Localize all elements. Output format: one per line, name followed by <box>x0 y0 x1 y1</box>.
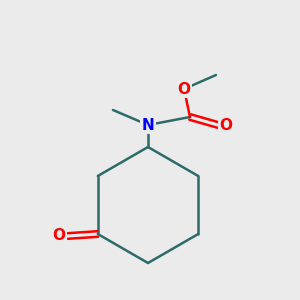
Text: O: O <box>220 118 232 133</box>
Text: N: N <box>142 118 154 133</box>
Text: O: O <box>178 82 190 97</box>
Text: O: O <box>52 229 65 244</box>
